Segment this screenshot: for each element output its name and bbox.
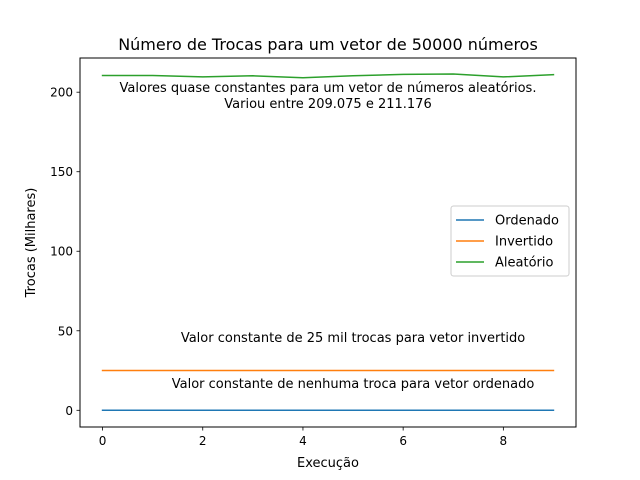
y-tick-label: 100 xyxy=(50,245,73,259)
annotation-text: Valor constante de 25 mil trocas para ve… xyxy=(181,331,525,346)
x-tick-label: 8 xyxy=(500,434,508,448)
y-tick-label: 200 xyxy=(50,86,73,100)
annotation-text: Valor constante de nenhuma troca para ve… xyxy=(172,377,535,392)
series-line-aleatorio xyxy=(101,73,555,79)
annotation-line: Variou entre 209.075 e 211.176 xyxy=(224,97,431,112)
y-axis-label: Trocas (Milhares) xyxy=(24,188,39,299)
legend-label: Aleatório xyxy=(495,256,553,271)
annotation-line: Valores quase constantes para um vetor d… xyxy=(120,81,537,96)
chart-title: Número de Trocas para um vetor de 50000 … xyxy=(118,35,538,54)
x-tick-label: 2 xyxy=(199,434,207,448)
y-tick-label: 0 xyxy=(65,404,73,418)
plot-frame xyxy=(79,57,577,428)
legend-label: Invertido xyxy=(495,235,553,250)
x-axis-label: Execução xyxy=(297,456,359,471)
x-tick-label: 0 xyxy=(99,434,107,448)
annotation-text: Valores quase constantes para um vetor d… xyxy=(120,81,537,112)
legend: Ordenado Invertido Aleatório xyxy=(450,205,570,277)
y-tick-label: 150 xyxy=(50,165,73,179)
plot-area xyxy=(101,73,555,412)
legend-label: Ordenado xyxy=(495,214,559,229)
y-tick-label: 50 xyxy=(58,324,73,338)
legend-box xyxy=(450,205,570,277)
x-tick-label: 6 xyxy=(399,434,407,448)
x-tick-label: 4 xyxy=(299,434,307,448)
